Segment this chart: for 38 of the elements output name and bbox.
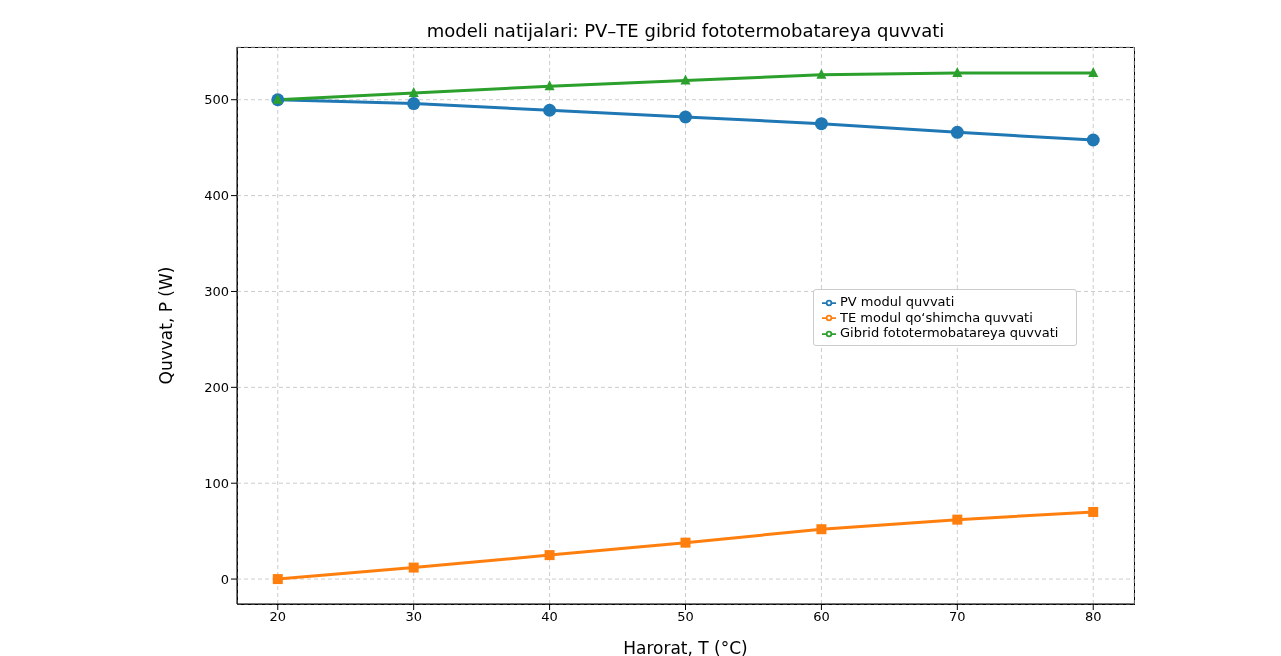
point [408, 562, 419, 573]
point [272, 574, 283, 585]
legend-label: Gibrid fototermobatareya quvvati [840, 325, 1059, 340]
x-tick-label: 20 [269, 609, 287, 625]
legend-label: PV modul quvvati [840, 294, 955, 309]
x-tick-label: 30 [405, 609, 422, 625]
y-tick-label: 200 [204, 379, 229, 395]
point [1088, 66, 1099, 77]
y-tick-label: 500 [204, 92, 229, 108]
x-axis-title: Harorat, T (°C) [623, 638, 748, 656]
point [408, 87, 419, 98]
point [544, 550, 555, 561]
chart-title: modeli natijalari: PV–TE gibrid fototermobatareya quvvati [425, 20, 946, 41]
point [814, 117, 828, 131]
x-tick-label: 50 [677, 609, 694, 625]
point [680, 74, 691, 85]
point [1088, 506, 1099, 517]
point [952, 66, 963, 77]
legend-label: TE modul qo‘shimcha quvvati [840, 309, 1033, 325]
point [407, 97, 421, 111]
x-tick-label: 80 [1084, 609, 1102, 625]
y-axis-title: Quvvat, P (W) [156, 266, 177, 385]
point [816, 68, 827, 79]
y-tick-label: 0 [220, 571, 229, 587]
x-tick-label: 40 [541, 609, 558, 625]
point [680, 537, 691, 548]
point [1086, 133, 1100, 147]
point [952, 514, 963, 525]
y-tick-label: 300 [204, 284, 229, 300]
point [544, 80, 555, 91]
point [950, 125, 964, 139]
point [816, 524, 827, 535]
y-tick-label: 100 [204, 475, 229, 491]
x-tick-label: 70 [949, 609, 966, 625]
y-tick-label: 400 [204, 188, 229, 204]
point [679, 110, 692, 124]
point [543, 103, 557, 117]
x-tick-label: 60 [813, 609, 830, 625]
